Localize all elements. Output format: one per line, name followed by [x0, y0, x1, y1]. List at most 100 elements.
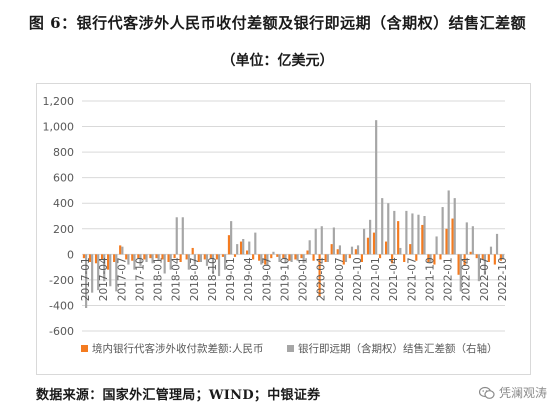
bar-rmb-receipts-payments	[421, 224, 424, 255]
bar-rmb-receipts-payments	[451, 218, 454, 255]
bar-rmb-receipts-payments	[469, 251, 472, 255]
bar-fx-settlement-balance	[453, 198, 456, 255]
bar-fx-settlement-balance	[290, 254, 293, 262]
y-tick-label: -200	[49, 274, 74, 287]
legend-swatch	[287, 345, 294, 352]
bar-fx-settlement-balance	[314, 228, 317, 255]
watermark-text: 凭澜观涛	[498, 386, 547, 400]
bar-rmb-receipts-payments	[179, 254, 182, 262]
bar-fx-settlement-balance	[447, 190, 450, 255]
x-tick-label: 2019-07	[261, 257, 273, 301]
bar-fx-settlement-balance	[326, 254, 329, 262]
bar-fx-settlement-balance	[242, 239, 245, 255]
bar-fx-settlement-balance	[230, 221, 233, 255]
bar-fx-settlement-balance	[387, 203, 390, 255]
x-tick-label: 2020-07	[334, 257, 346, 301]
bar-rmb-receipts-payments	[215, 254, 218, 260]
x-tick-label: 2021-10	[424, 257, 436, 301]
x-tick-label: 2022-04	[461, 257, 473, 301]
bar-rmb-receipts-payments	[161, 254, 164, 260]
x-tick-label: 2019-01	[225, 257, 237, 301]
bar-rmb-receipts-payments	[125, 254, 128, 260]
bar-fx-settlement-balance	[109, 254, 112, 287]
bar-rmb-receipts-payments	[131, 254, 134, 261]
bar-rmb-receipts-payments	[197, 254, 200, 262]
x-tick-label: 2017-10	[134, 257, 146, 301]
bar-rmb-receipts-payments	[354, 249, 357, 255]
y-tick-label: 400	[53, 197, 74, 210]
x-tick-label: 2018-07	[189, 257, 201, 301]
bar-fx-settlement-balance	[320, 226, 323, 255]
bar-fx-settlement-balance	[115, 254, 118, 292]
x-tick-label: 2020-04	[316, 257, 328, 301]
bar-fx-settlement-balance	[393, 210, 396, 255]
bar-rmb-receipts-payments	[336, 249, 339, 255]
bar-rmb-receipts-payments	[391, 254, 394, 264]
bar-rmb-receipts-payments	[173, 254, 176, 259]
bar-rmb-receipts-payments	[439, 254, 442, 260]
bar-rmb-receipts-payments	[433, 254, 436, 265]
bar-fx-settlement-balance	[338, 245, 341, 255]
bar-rmb-receipts-payments	[360, 254, 363, 262]
x-tick-label: 2018-10	[207, 257, 219, 301]
bar-fx-settlement-balance	[423, 216, 426, 255]
bar-rmb-receipts-payments	[221, 254, 225, 257]
bar-rmb-receipts-payments	[409, 244, 412, 255]
bar-fx-settlement-balance	[169, 254, 172, 270]
bar-fx-settlement-balance	[175, 217, 178, 255]
x-tick-label: 2020-10	[352, 257, 364, 301]
bar-rmb-receipts-payments	[372, 232, 376, 255]
bar-fx-settlement-balance	[157, 254, 160, 261]
bar-fx-settlement-balance	[248, 241, 251, 255]
bar-rmb-receipts-payments	[415, 254, 418, 261]
bar-fx-settlement-balance	[405, 210, 408, 255]
x-tick-label: 2022-01	[443, 257, 455, 301]
x-tick-label: 2022-07	[479, 257, 491, 301]
bar-rmb-receipts-payments	[403, 254, 406, 262]
bar-rmb-receipts-payments	[82, 254, 86, 259]
bar-fx-settlement-balance	[381, 198, 384, 255]
figure-unit-subtitle: （单位：亿美元）	[221, 53, 334, 69]
bar-fx-settlement-balance	[417, 214, 420, 255]
bar-rmb-receipts-payments	[427, 254, 430, 262]
bar-fx-settlement-balance	[344, 254, 348, 262]
bar-fx-settlement-balance	[187, 254, 190, 270]
bar-fx-settlement-balance	[193, 254, 196, 265]
bar-rmb-receipts-payments	[397, 221, 400, 255]
bar-fx-settlement-balance	[302, 254, 305, 264]
bar-fx-settlement-balance	[217, 254, 221, 277]
watermark: 凭澜观涛	[478, 384, 547, 401]
bar-fx-settlement-balance	[151, 254, 154, 264]
bar-fx-settlement-balance	[199, 254, 203, 262]
bar-rmb-receipts-payments	[366, 237, 370, 255]
bar-fx-settlement-balance	[441, 207, 444, 255]
bar-rmb-receipts-payments	[330, 244, 333, 255]
x-tick-label: 2017-01	[80, 257, 92, 301]
bar-rmb-receipts-payments	[463, 254, 466, 266]
bar-fx-settlement-balance	[483, 254, 487, 275]
bar-rmb-receipts-payments	[209, 254, 212, 259]
bar-rmb-receipts-payments	[88, 254, 92, 262]
bar-rmb-receipts-payments	[167, 254, 170, 262]
bar-fx-settlement-balance	[236, 244, 239, 255]
y-tick-label: -400	[49, 299, 74, 312]
y-tick-label: 800	[53, 146, 74, 159]
x-tick-label: 2019-04	[243, 257, 255, 301]
bar-rmb-receipts-payments	[384, 241, 388, 255]
bar-rmb-receipts-payments	[378, 254, 382, 259]
chart-area: 1,200 1,000 800 600 400 200 0 -200 -400 -600 2017-…	[36, 83, 531, 375]
bar-rmb-receipts-payments	[137, 254, 140, 259]
bar-fx-settlement-balance	[145, 254, 148, 262]
bar-fx-settlement-balance	[501, 254, 505, 260]
bar-rmb-receipts-payments	[318, 254, 321, 297]
y-tick-label: -600	[49, 325, 74, 338]
bar-fx-settlement-balance	[103, 254, 106, 282]
bar-rmb-receipts-payments	[252, 254, 255, 260]
y-tick-label: 200	[53, 223, 74, 236]
bar-rmb-receipts-payments	[246, 250, 249, 255]
bar-fx-settlement-balance	[411, 213, 414, 255]
bar-rmb-receipts-payments	[233, 254, 237, 257]
bar-rmb-receipts-payments	[300, 254, 303, 259]
legend-swatch	[81, 345, 88, 352]
bar-rmb-receipts-payments	[119, 245, 122, 255]
